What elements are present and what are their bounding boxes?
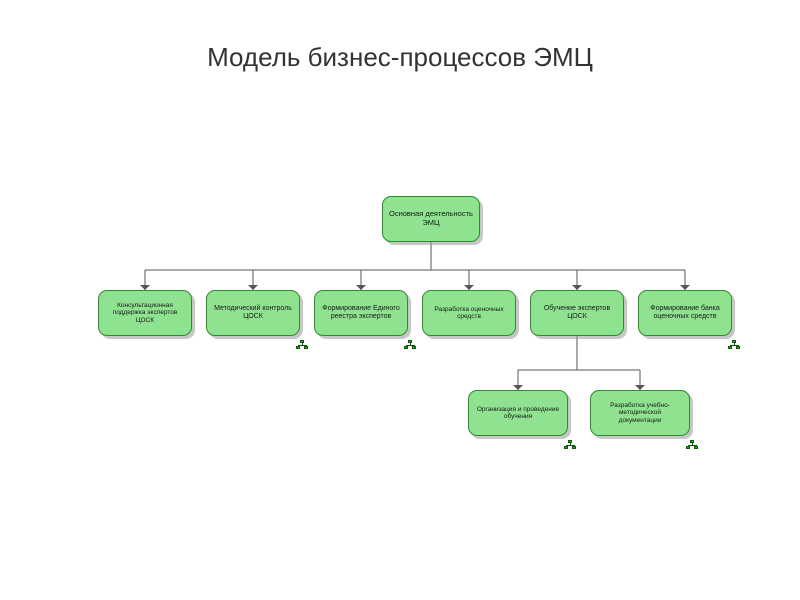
node-c3: Формирование Единого реестра экспертов <box>314 290 408 336</box>
node-box: Основная деятельность ЭМЦ <box>382 196 480 242</box>
diagram-canvas: Модель бизнес-процессов ЭМЦ Основная дея… <box>0 0 800 600</box>
node-c2: Методический контроль ЦОСК <box>206 290 300 336</box>
subprocess-icon <box>404 340 416 350</box>
node-box: Организация и проведение обучения <box>468 390 568 436</box>
node-c1: Консультационная поддержка экспертов ЦОС… <box>98 290 192 336</box>
node-label: Консультационная поддержка экспертов ЦОС… <box>105 302 185 324</box>
node-label: Разработка оценочных средств <box>429 306 509 321</box>
node-box: Формирование Единого реестра экспертов <box>314 290 408 336</box>
node-label: Разработка учебно-методической документа… <box>597 402 683 424</box>
node-root: Основная деятельность ЭМЦ <box>382 196 480 242</box>
node-g2: Разработка учебно-методической документа… <box>590 390 690 436</box>
node-c4: Разработка оценочных средств <box>422 290 516 336</box>
node-box: Обучение экспертов ЦОСК <box>530 290 624 336</box>
node-label: Организация и проведение обучения <box>475 406 561 421</box>
node-label: Основная деятельность ЭМЦ <box>389 210 473 227</box>
node-label: Методический контроль ЦОСК <box>213 305 293 321</box>
subprocess-icon <box>686 440 698 450</box>
node-g1: Организация и проведение обучения <box>468 390 568 436</box>
node-box: Разработка оценочных средств <box>422 290 516 336</box>
subprocess-icon <box>564 440 576 450</box>
node-c6: Формирование банка оценочных средств <box>638 290 732 336</box>
node-label: Формирование банка оценочных средств <box>645 305 725 321</box>
subprocess-icon <box>728 340 740 350</box>
node-box: Формирование банка оценочных средств <box>638 290 732 336</box>
node-box: Методический контроль ЦОСК <box>206 290 300 336</box>
node-label: Формирование Единого реестра экспертов <box>321 305 401 321</box>
subprocess-icon <box>296 340 308 350</box>
node-box: Разработка учебно-методической документа… <box>590 390 690 436</box>
node-label: Обучение экспертов ЦОСК <box>537 305 617 321</box>
node-box: Консультационная поддержка экспертов ЦОС… <box>98 290 192 336</box>
node-c5: Обучение экспертов ЦОСК <box>530 290 624 336</box>
